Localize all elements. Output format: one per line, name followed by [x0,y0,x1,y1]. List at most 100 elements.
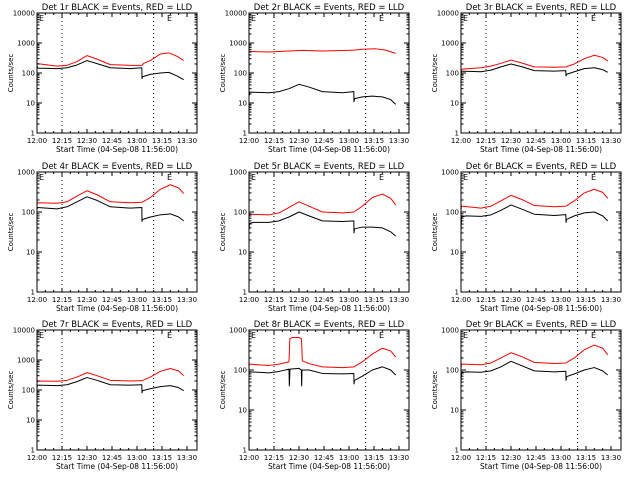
chart-title: Det 5r BLACK = Events, RED = LLD [254,162,405,172]
y-axis-label: Counts/sec [431,371,439,410]
x-axis-label: Start Time (04-Sep-08 11:56:00) [268,304,390,313]
chart-title: Det 4r BLACK = Events, RED = LLD [42,162,193,172]
y-axis-label: Counts/sec [7,54,15,93]
x-tick-label: 13:30 [177,296,197,304]
y-tick-label: 100 [22,209,35,217]
x-tick-label: 12:30 [289,137,309,145]
x-tick-label: 12:15 [476,454,496,462]
x-tick-label: 13:00 [339,296,359,304]
x-tick-label: 12:45 [314,454,334,462]
chart-panel-5: 12:00 12:15 12:30 12:45 13:00 13:15 13:30 1 10 10… [219,162,410,313]
x-tick-label: 13:00 [127,137,147,145]
x-tick-label: 12:15 [264,296,284,304]
y-tick-label: 100 [446,70,459,78]
y-tick-label: 1000 [229,40,247,48]
x-tick-label: 13:00 [127,454,147,462]
x-tick-label: 13:00 [339,137,359,145]
legend-marker: E [379,331,384,340]
y-tick-label: 1 [243,130,247,138]
x-tick-label: 13:30 [177,454,197,462]
x-tick-label: 12:45 [314,296,334,304]
y-tick-label: 1000 [441,327,459,335]
plot-frame [248,171,410,293]
series-line-events [36,60,184,81]
x-tick-label: 12:15 [52,296,72,304]
plot-frame [248,12,410,134]
series-line-events [248,211,396,237]
y-axis-label: Counts/sec [431,213,439,252]
x-tick-label: 12:45 [526,454,546,462]
x-tick-label: 12:15 [476,296,496,304]
y-tick-label: 10000 [13,10,35,18]
legend-marker: E [167,331,172,340]
series-line-events [248,83,397,105]
x-tick-label: 13:30 [601,137,621,145]
chart-panel-8: 12:00 12:15 12:30 12:45 13:00 13:15 13:30 1 10 10… [219,320,410,471]
series-line-lld [36,184,185,206]
y-tick-label: 1000 [441,40,459,48]
x-axis-label: Start Time (04-Sep-08 11:56:00) [480,145,602,154]
x-tick-label: 12:30 [77,454,97,462]
series-line-events [36,377,184,394]
x-tick-label: 12:00 [239,137,259,145]
plot-frame [460,329,622,451]
y-tick-label: 10 [238,407,247,415]
y-tick-label: 1 [455,447,459,455]
chart-title: Det 1r BLACK = Events, RED = LLD [42,3,193,13]
y-tick-label: 10 [26,417,35,425]
x-tick-label: 12:30 [501,296,521,304]
chart-panel-2: 12:00 12:15 12:30 12:45 13:00 13:15 13:30 1 10 10… [219,3,410,154]
plot-frame [36,171,198,293]
chart-title: Det 6r BLACK = Events, RED = LLD [466,162,617,172]
plot-frame [36,329,198,451]
y-tick-label: 100 [234,367,247,375]
y-axis-label: Counts/sec [219,54,227,93]
y-tick-label: 1 [243,447,247,455]
y-tick-label: 1000 [229,169,247,177]
x-tick-label: 12:30 [289,454,309,462]
x-axis-label: Start Time (04-Sep-08 11:56:00) [268,462,390,471]
series-line-events [36,196,184,222]
x-tick-label: 12:15 [476,137,496,145]
plot-frame [460,12,622,134]
x-tick-label: 13:00 [551,454,571,462]
series-line-events [248,366,397,387]
x-tick-label: 13:15 [576,296,596,304]
x-axis-label: Start Time (04-Sep-08 11:56:00) [56,145,178,154]
chart-title: Det 8r BLACK = Events, RED = LLD [254,320,405,330]
series-line-lld [460,54,608,72]
y-axis-label: Counts/sec [219,371,227,410]
legend-marker: E [39,14,44,23]
x-tick-label: 13:15 [152,137,172,145]
x-tick-label: 13:00 [127,296,147,304]
chart-title: Det 2r BLACK = Events, RED = LLD [254,3,405,13]
x-tick-label: 12:15 [52,454,72,462]
chart-panel-9: 12:00 12:15 12:30 12:45 13:00 13:15 13:30 1 10 10… [431,320,622,471]
y-tick-label: 10000 [13,327,35,335]
x-tick-label: 13:15 [152,454,172,462]
x-tick-label: 12:45 [102,296,122,304]
legend-marker: E [463,331,468,340]
legend-marker: E [463,173,468,182]
y-tick-label: 1000 [229,327,247,335]
x-tick-label: 13:30 [389,296,409,304]
legend-marker: E [379,14,384,23]
legend-marker: E [251,331,256,340]
series-line-lld [248,48,396,54]
x-tick-label: 12:00 [27,296,47,304]
chart-panel-7: 12:00 12:15 12:30 12:45 13:00 13:15 13:30 1 10 10… [7,320,198,471]
y-tick-label: 1 [31,289,35,297]
y-tick-label: 100 [446,209,459,217]
chart-panel-3: 12:00 12:15 12:30 12:45 13:00 13:15 13:30 1 10 10… [431,3,622,154]
x-tick-label: 12:30 [77,137,97,145]
plot-frame [36,12,198,134]
series-line-events [460,204,609,231]
x-tick-label: 12:00 [451,454,471,462]
y-axis-label: Counts/sec [431,54,439,93]
chart-panel-4: 12:00 12:15 12:30 12:45 13:00 13:15 13:30 1 10 10… [7,162,198,313]
series-line-events [460,360,608,383]
x-tick-label: 13:15 [576,137,596,145]
x-tick-label: 12:45 [526,296,546,304]
series-line-lld [248,193,397,219]
